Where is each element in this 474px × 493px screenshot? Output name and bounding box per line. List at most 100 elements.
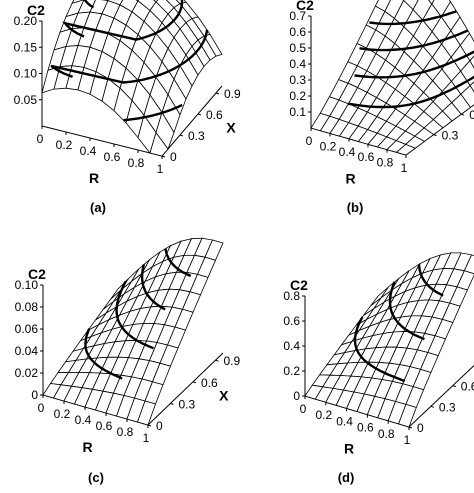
surface-panel-2: 0.10.20.30.40.50.60.700.20.40.60.810.30.… (289, 0, 474, 215)
r-tick-label: 0 (37, 132, 44, 146)
x-tick-mark (433, 134, 437, 137)
x-tick-mark (430, 405, 435, 408)
z-tick-label: 0.4 (289, 57, 306, 71)
surface-patch (149, 131, 169, 157)
contour-line (62, 0, 184, 41)
contour-line (347, 75, 474, 109)
x-tick-mark (197, 113, 202, 116)
surface-panel-1: 0.050.100.150.200 0.2 0.4 0.6 0.8 100.30.60.9… (14, 0, 241, 215)
r-tick-label: 0.2 (54, 407, 71, 421)
z-tick-label: 0.6 (283, 314, 300, 328)
x-tick-label: 0.3 (188, 129, 205, 143)
z-tick-label: 0 (293, 389, 300, 403)
r-tick-label: 0.4 (339, 145, 356, 159)
z-tick-label: 0.6 (289, 25, 306, 39)
r-axis-title: R (89, 170, 99, 186)
x-axis-line (161, 85, 223, 157)
x-tick-label: 0.6 (206, 108, 223, 122)
contour-line (388, 281, 425, 341)
r-tick-label: 0.2 (315, 408, 332, 422)
r-tick-label: 0.2 (320, 139, 337, 153)
z-tick-label: 0.10 (15, 278, 39, 292)
z-tick-label: 0.2 (289, 89, 306, 103)
r-tick-label: 0.8 (378, 427, 395, 441)
z-tick-label: 0.15 (14, 40, 38, 54)
x-axis-title: X (219, 388, 229, 404)
x-tick-mark (147, 424, 152, 427)
r-tick-label: 0.8 (128, 156, 145, 170)
z-tick-label: 0.4 (283, 339, 300, 353)
r-tick-label: 0 (38, 401, 45, 415)
r-tick-label: 0.8 (117, 425, 134, 439)
x-tick-label: 0 (417, 421, 424, 435)
z-tick-label: 0 (31, 388, 38, 402)
panel-label: (c) (88, 470, 104, 485)
z-tick-label: 0.05 (14, 93, 38, 107)
x-tick-label: 0.3 (179, 397, 196, 411)
r-tick-label: 0.2 (56, 138, 73, 152)
panel-label: (a) (90, 200, 106, 215)
surface-panel-4: 00.20.40.60.800.20.40.60.8100.30.60.9C2R… (283, 252, 474, 485)
contour-lines (347, 10, 474, 109)
r-tick-label: 0.4 (75, 413, 92, 427)
panel-label: (d) (338, 470, 355, 485)
x-tick-mark (452, 385, 456, 388)
surface-patch (469, 55, 474, 69)
r-tick-label: 0 (300, 402, 307, 416)
surface-patch (469, 81, 474, 93)
x-tick-label: 0.9 (224, 354, 241, 368)
r-axis-title: R (345, 171, 355, 187)
z-tick-label: 0.06 (15, 322, 39, 336)
z-tick-label: 0.5 (289, 41, 306, 55)
r-tick-label: 1 (401, 161, 408, 175)
r-axis-title: R (344, 441, 354, 457)
x-tick-label: 0.3 (439, 400, 456, 414)
surface-patch (398, 403, 417, 428)
r-tick-label: 1 (143, 431, 150, 445)
z-tick-label: 0.04 (15, 344, 39, 358)
z-axis-title: C2 (296, 0, 314, 13)
panel-label: (b) (347, 200, 364, 215)
x-tick-label: 0.3 (442, 129, 459, 143)
contour-line (140, 264, 166, 311)
z-tick-label: 0.8 (283, 289, 300, 303)
x-tick-label: 0 (156, 419, 163, 433)
r-tick-label: 0.6 (358, 150, 375, 164)
r-tick-label: 0.8 (377, 156, 394, 170)
contour-lines (84, 248, 192, 380)
z-tick-label: 0.1 (289, 105, 306, 119)
contour-lines (50, 0, 209, 122)
x-axis-line (147, 352, 224, 426)
contour-line (50, 29, 209, 84)
surface-mesh (304, 252, 474, 428)
r-tick-label: 0.6 (96, 419, 113, 433)
x-tick-mark (161, 155, 166, 158)
contour-line (369, 10, 457, 26)
r-tick-label: 0 (306, 134, 313, 148)
axes (39, 20, 223, 159)
r-tick-label: 0.4 (336, 414, 353, 428)
x-tick-mark (170, 402, 174, 405)
z-axis-title: C2 (290, 277, 308, 293)
x-tick-label: 0 (170, 150, 177, 164)
z-axis-title: C2 (27, 2, 45, 18)
contour-line (354, 50, 474, 79)
r-tick-label: 0.4 (80, 144, 97, 158)
r-tick-label: 0.6 (357, 421, 374, 435)
surface-mesh (310, 0, 474, 156)
r-axis-line (41, 125, 163, 157)
z-tick-label: 0.10 (14, 67, 38, 81)
x-tick-label: 0.6 (201, 376, 218, 390)
surface-mesh (41, 0, 223, 157)
r-tick-label: 0.6 (104, 150, 121, 164)
z-tick-label: 0.3 (289, 73, 306, 87)
z-tick-label: 0.08 (15, 300, 39, 314)
contour-lines (353, 264, 444, 383)
contour-line (359, 29, 469, 52)
x-tick-mark (461, 113, 465, 116)
contour-line (353, 316, 406, 383)
z-tick-label: 0.02 (15, 366, 39, 380)
surface-mesh (42, 237, 224, 426)
x-tick-mark (215, 92, 220, 95)
x-tick-mark (179, 134, 184, 137)
